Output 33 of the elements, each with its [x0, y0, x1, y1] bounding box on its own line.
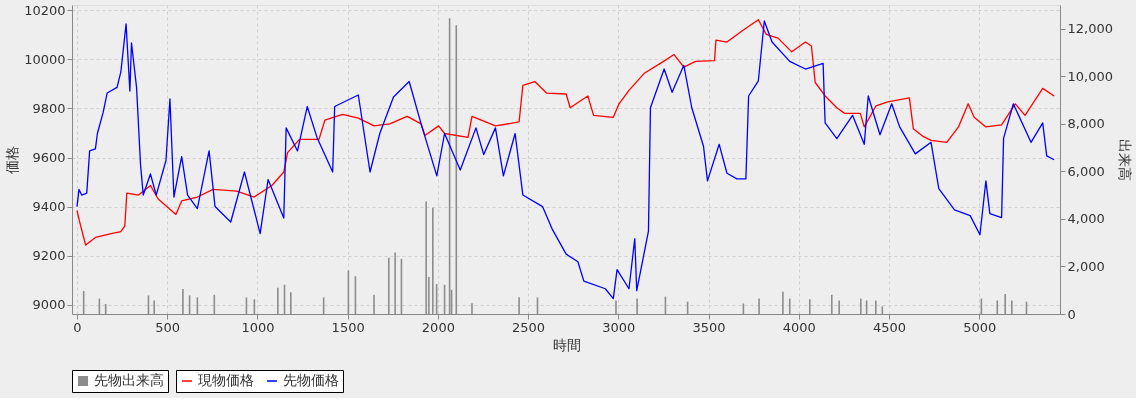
y-tick-label: 9400: [32, 199, 66, 215]
x-tick-label: 2500: [512, 319, 546, 335]
line-series: [76, 19, 1055, 246]
y2-axis-title: 出来高: [1116, 139, 1133, 181]
x-tick-label: 4500: [872, 319, 907, 335]
x-tick-label: 500: [155, 319, 181, 335]
line-series: [76, 20, 1055, 300]
x-tick-label: 1000: [241, 319, 275, 335]
legend-label: 現物価格: [198, 372, 254, 388]
x-tick-label: 4000: [782, 319, 816, 335]
y-tick-label: 10000: [24, 51, 66, 67]
x-tick-label: 1500: [331, 319, 365, 335]
x-tick-label: 3500: [692, 319, 726, 335]
y2-tick-label: 8,000: [1067, 116, 1105, 132]
y2-tick-label: 2,000: [1067, 258, 1105, 274]
x-tick-label: 5000: [963, 319, 997, 335]
y-tick-label: 9800: [32, 100, 66, 116]
x-tick-label: 3000: [602, 319, 636, 335]
y2-tick-label: 6,000: [1067, 163, 1105, 179]
y-tick-label: 9200: [32, 248, 66, 264]
y-tick-label: 10200: [24, 2, 66, 18]
legend-label: 先物価格: [283, 372, 339, 388]
legend-label: 先物出来高: [94, 372, 164, 388]
y-tick-label: 9000: [32, 297, 66, 313]
x-tick-label: 0: [73, 319, 82, 335]
y2-tick-label: 12,000: [1067, 21, 1113, 37]
y-axis-title: 価格: [4, 146, 21, 174]
x-axis-title: 時間: [552, 336, 581, 353]
y-tick-label: 9600: [32, 150, 66, 166]
x-tick-label: 2000: [421, 319, 455, 335]
y2-tick-label: 10,000: [1067, 68, 1113, 84]
y2-tick-label: 4,000: [1067, 211, 1105, 227]
y2-tick-label: 0: [1067, 306, 1076, 322]
